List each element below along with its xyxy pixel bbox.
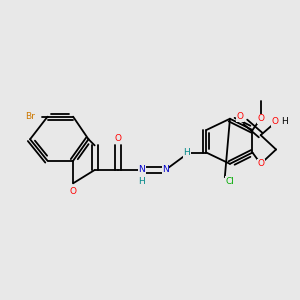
Text: H: H — [281, 117, 288, 126]
Text: O: O — [237, 112, 244, 121]
Text: Cl: Cl — [226, 177, 234, 186]
Text: O: O — [115, 134, 122, 143]
Text: N: N — [138, 166, 145, 175]
Text: O: O — [272, 117, 278, 126]
Text: O: O — [257, 159, 264, 168]
Text: O: O — [272, 117, 278, 126]
Text: Cl: Cl — [226, 177, 234, 186]
Text: N: N — [138, 166, 145, 175]
Text: H: H — [139, 177, 145, 186]
Text: H: H — [184, 148, 190, 157]
Text: H: H — [138, 177, 145, 186]
Text: O: O — [257, 159, 264, 168]
Text: Br: Br — [25, 112, 35, 121]
Text: O: O — [257, 114, 264, 123]
Text: O: O — [257, 114, 264, 123]
Text: Br: Br — [25, 112, 35, 121]
Text: O: O — [115, 134, 122, 143]
Text: H: H — [184, 148, 190, 157]
Text: O: O — [237, 112, 244, 121]
Text: N: N — [162, 166, 169, 175]
Text: O: O — [70, 187, 76, 196]
Text: O: O — [70, 187, 76, 196]
Text: N: N — [162, 166, 169, 175]
Text: H: H — [281, 117, 288, 126]
